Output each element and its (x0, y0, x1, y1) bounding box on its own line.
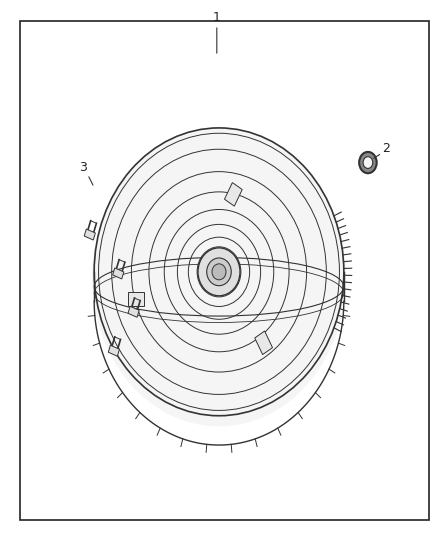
Ellipse shape (207, 258, 231, 286)
Polygon shape (113, 268, 124, 279)
Ellipse shape (212, 264, 226, 280)
Polygon shape (84, 229, 95, 240)
Ellipse shape (198, 248, 240, 296)
Ellipse shape (92, 128, 346, 426)
Text: 2: 2 (382, 142, 390, 155)
Text: 3: 3 (79, 161, 87, 174)
Ellipse shape (359, 152, 377, 173)
Bar (224, 183, 242, 206)
Polygon shape (128, 306, 139, 317)
Text: 1: 1 (213, 11, 221, 24)
Bar (128, 292, 144, 306)
Polygon shape (108, 345, 120, 356)
Bar (255, 331, 272, 354)
Ellipse shape (363, 157, 373, 168)
